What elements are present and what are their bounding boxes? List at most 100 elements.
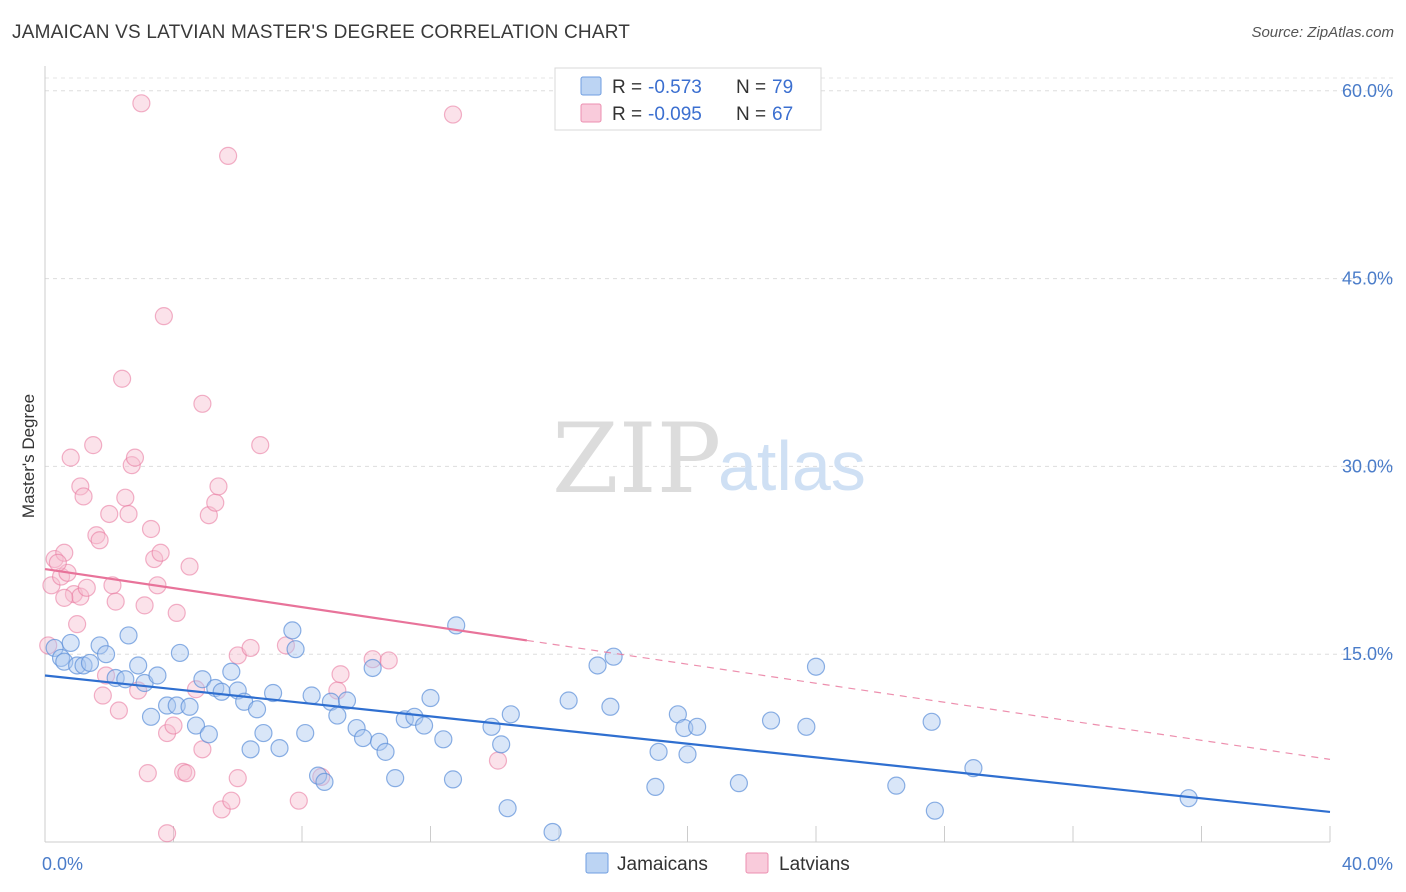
jamaicans-point-33 bbox=[283, 621, 302, 640]
jamaicans-point-69 bbox=[688, 717, 707, 736]
latvians-point-57 bbox=[289, 791, 308, 810]
latvians-point-18 bbox=[100, 504, 119, 524]
jamaicans-point-6 bbox=[80, 653, 100, 673]
latvians-point-4 bbox=[55, 543, 74, 562]
latvians-point-54 bbox=[241, 638, 260, 658]
jamaicans-point-28 bbox=[241, 740, 260, 759]
latvians-point-63 bbox=[443, 105, 463, 124]
grid-lines bbox=[45, 77, 1393, 655]
series-legend: Jamaicans Latvians bbox=[585, 852, 850, 875]
x-tick-label-1: 40.0% bbox=[1342, 854, 1393, 874]
y-tick-label-0: 15.0% bbox=[1342, 644, 1393, 664]
latvians-point-56 bbox=[276, 636, 296, 655]
jamaicans-point-19 bbox=[180, 697, 199, 716]
jamaicans-point-67 bbox=[675, 718, 694, 738]
jamaicans-point-65 bbox=[649, 742, 668, 761]
latvians-point-64 bbox=[488, 751, 508, 770]
latvians-point-21 bbox=[109, 701, 128, 720]
latvians-point-62 bbox=[379, 651, 398, 670]
latvians-points bbox=[39, 94, 508, 843]
y-tick-label-3: 60.0% bbox=[1342, 81, 1393, 101]
latvians-point-51 bbox=[222, 791, 241, 810]
watermark: ZIP atlas bbox=[552, 403, 866, 515]
jamaicans-point-58 bbox=[501, 705, 520, 724]
jamaicans-point-72 bbox=[797, 717, 816, 736]
jamaicans-point-53 bbox=[443, 770, 463, 789]
jamaicans-point-45 bbox=[370, 732, 389, 751]
jamaicans-point-55 bbox=[482, 717, 501, 736]
jamaicans-point-14 bbox=[141, 707, 161, 726]
latvians-point-66 bbox=[55, 588, 74, 607]
latvians-trend-line bbox=[44, 567, 528, 642]
latvians-point-47 bbox=[206, 493, 225, 512]
legend-n-value-1: 79 bbox=[772, 77, 793, 98]
jamaicans-point-16 bbox=[157, 696, 177, 715]
latvians-point-16 bbox=[93, 686, 112, 705]
latvians-point-29 bbox=[135, 596, 154, 615]
latvians-point-42 bbox=[180, 557, 199, 576]
jamaicans-trend-line bbox=[44, 674, 1331, 814]
y-tick-label-2: 45.0% bbox=[1342, 269, 1393, 289]
legend-r-label-2: R = bbox=[612, 104, 642, 125]
legend-r-value-1: -0.573 bbox=[648, 77, 702, 98]
jamaicans-point-57 bbox=[498, 799, 517, 818]
jamaicans-point-56 bbox=[492, 735, 511, 754]
latvians-point-41 bbox=[177, 764, 196, 783]
bottom-legend-latvians: Latvians bbox=[779, 854, 850, 875]
jamaicans-point-41 bbox=[337, 691, 357, 710]
latvians-point-13 bbox=[84, 436, 103, 455]
latvians-point-38 bbox=[164, 716, 183, 735]
jamaicans-point-75 bbox=[922, 712, 941, 731]
watermark-zip: ZIP bbox=[552, 403, 721, 515]
latvians-point-24 bbox=[119, 504, 138, 524]
latvians-point-44 bbox=[193, 394, 212, 413]
legend-n-label-2: N = bbox=[736, 104, 766, 125]
latvians-point-34 bbox=[151, 543, 170, 562]
jamaicans-point-43 bbox=[353, 728, 373, 748]
latvians-point-15 bbox=[90, 531, 109, 550]
source-label: Source: ZipAtlas.com bbox=[1251, 24, 1394, 41]
jamaicans-point-38 bbox=[315, 772, 334, 792]
latvians-point-55 bbox=[251, 436, 270, 455]
latvians-point-12 bbox=[77, 578, 96, 597]
jamaicans-point-12 bbox=[129, 656, 148, 675]
jamaicans-point-40 bbox=[328, 706, 347, 725]
latvians-point-39 bbox=[167, 603, 186, 622]
bottom-legend-jamaicans: Jamaicans bbox=[617, 854, 708, 875]
latvians-point-30 bbox=[138, 764, 157, 783]
jamaicans-point-34 bbox=[286, 640, 305, 659]
jamaicans-point-59 bbox=[543, 822, 562, 842]
trend-lines bbox=[44, 567, 1331, 814]
jamaicans-point-71 bbox=[761, 711, 781, 730]
jamaicans-point-30 bbox=[254, 723, 273, 743]
latvians-point-10 bbox=[71, 477, 90, 496]
jamaicans-point-11 bbox=[119, 626, 138, 645]
latvians-point-53 bbox=[228, 769, 247, 788]
jamaicans-point-21 bbox=[193, 670, 212, 689]
jamaicans-point-60 bbox=[559, 691, 578, 710]
latvians-point-23 bbox=[116, 488, 135, 507]
latvians-point-11 bbox=[74, 487, 93, 506]
latvians-point-20 bbox=[106, 592, 125, 611]
latvians-point-50 bbox=[219, 146, 238, 165]
jamaicans-point-63 bbox=[604, 647, 623, 666]
y-axis-title: Master's Degree bbox=[19, 394, 38, 518]
jamaicans-point-24 bbox=[212, 682, 231, 701]
axes bbox=[44, 66, 1331, 843]
legend-n-label-1: N = bbox=[736, 77, 766, 98]
jamaicans-point-31 bbox=[263, 683, 283, 703]
latvians-point-31 bbox=[141, 519, 161, 539]
jamaicans-point-42 bbox=[347, 718, 366, 738]
latvians-point-37 bbox=[157, 824, 177, 843]
latvians-point-22 bbox=[112, 369, 132, 388]
y-tick-label-1: 30.0% bbox=[1342, 456, 1393, 476]
jamaicans-point-73 bbox=[806, 657, 826, 676]
jamaicans-point-61 bbox=[588, 656, 607, 675]
bottom-swatch-jamaicans bbox=[585, 852, 609, 874]
legend-n-value-2: 67 bbox=[772, 104, 793, 125]
jamaicans-point-15 bbox=[148, 666, 167, 685]
jamaicans-point-52 bbox=[434, 730, 453, 749]
latvians-point-60 bbox=[331, 665, 350, 684]
x-tick-label-0: 0.0% bbox=[42, 854, 83, 874]
